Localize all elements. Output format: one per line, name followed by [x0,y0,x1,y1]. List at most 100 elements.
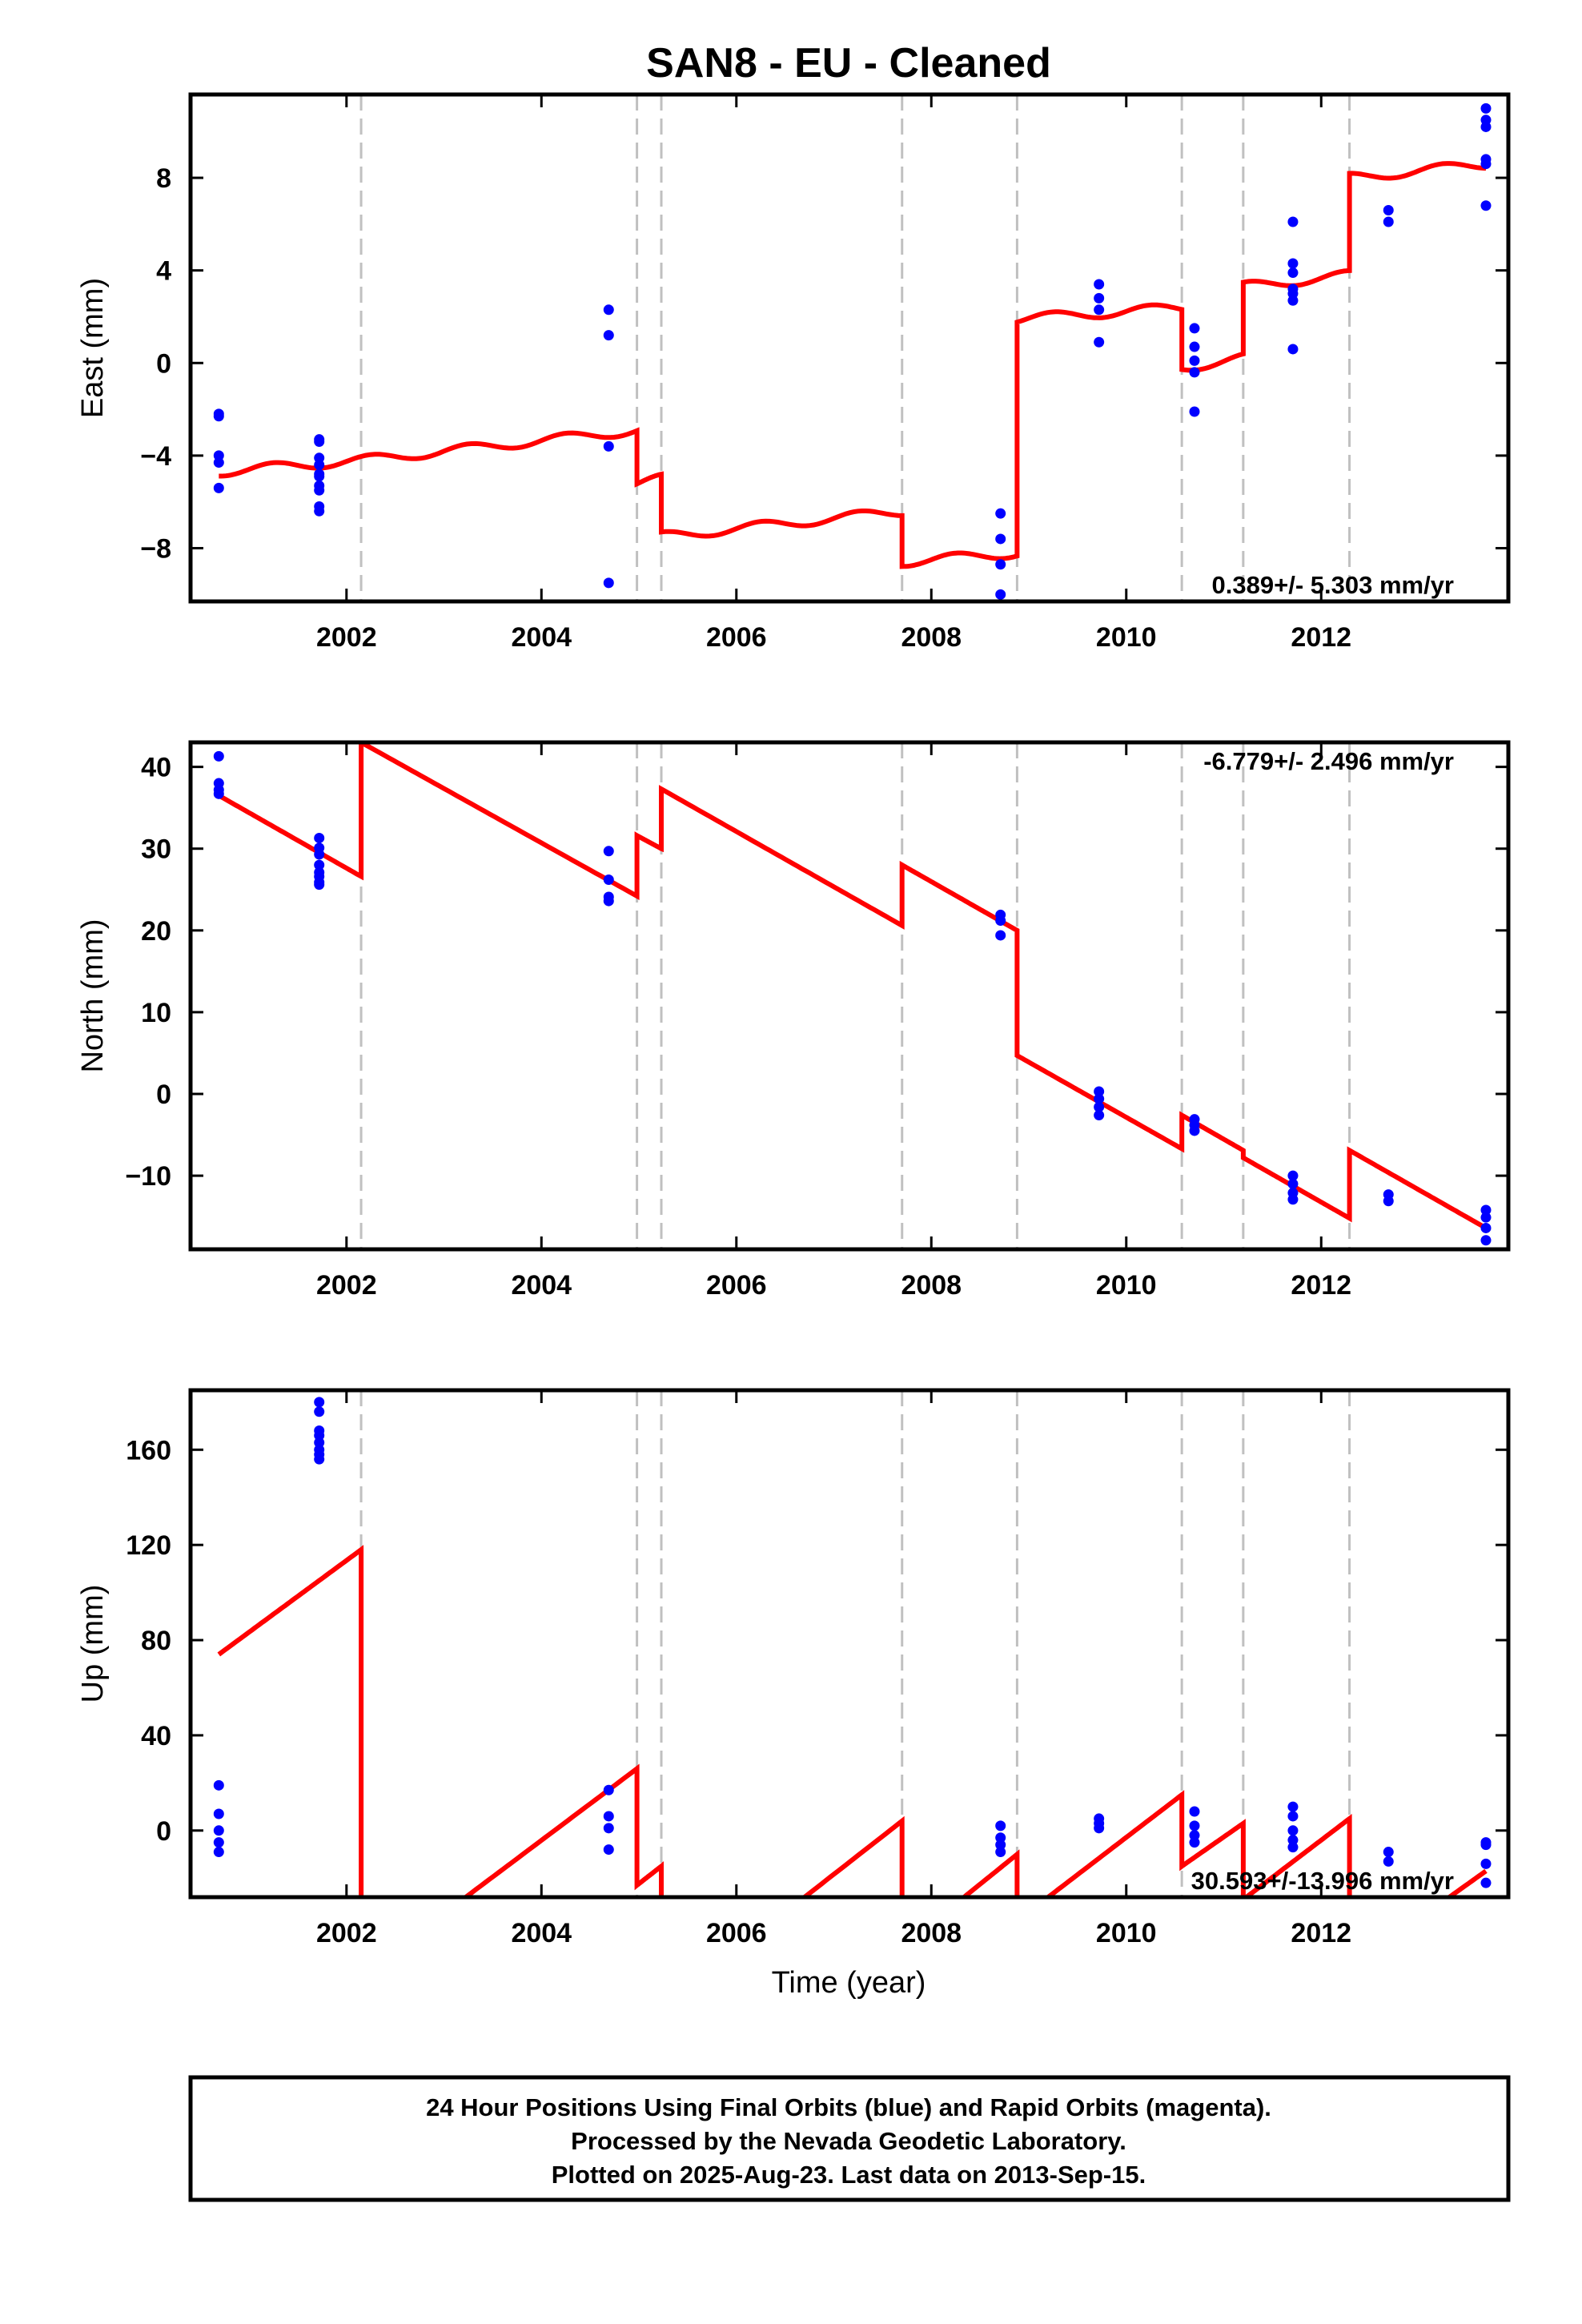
y-axis-label: Up (mm) [76,1585,110,1703]
data-point [995,915,1006,927]
data-point [995,589,1006,600]
data-point [314,505,325,517]
data-point [603,304,614,316]
data-point [314,1429,325,1441]
model-line [217,742,1488,1231]
x-tick-label: 2010 [1096,622,1157,653]
data-point [314,859,325,870]
rate-label: 30.593+/-13.996 mm/yr [1191,1867,1454,1895]
data-point [1287,267,1299,279]
data-point [213,750,224,762]
data-point [314,849,325,860]
plot-frame [188,92,1511,604]
x-tick-label: 2012 [1291,622,1351,653]
data-point [1189,1837,1200,1848]
data-point [1287,295,1299,306]
data-point [995,559,1006,570]
data-point [1287,1842,1299,1853]
data-point [995,533,1006,545]
data-point [1480,1858,1492,1869]
data-point [213,1837,224,1848]
data-point [1189,367,1200,378]
y-tick-label: −10 [125,1161,171,1192]
model-line [217,1545,1488,1897]
data-point [1383,1196,1394,1207]
data-point [213,1847,224,1858]
data-point [1287,1811,1299,1822]
data-point [603,440,614,452]
x-tick-label: 2004 [511,622,572,653]
y-tick-label: 160 [126,1435,171,1466]
data-point [213,482,224,493]
chart-title: SAN8 - EU - Cleaned [646,40,1051,86]
data-point [1480,200,1492,211]
y-tick-label: 40 [141,1721,171,1751]
data-point [1383,1856,1394,1867]
x-tick-label: 2002 [316,1918,377,1948]
data-point [1480,1235,1492,1246]
y-tick-label: 120 [126,1530,171,1561]
data-point [1189,1806,1200,1817]
data-point [1094,1086,1105,1097]
footer-box: 24 Hour Positions Using Final Orbits (bl… [188,2075,1511,2202]
y-axis-label: East (mm) [76,278,110,418]
data-point [314,1454,325,1465]
data-point [1189,406,1200,417]
data-point [1287,216,1299,227]
y-tick-label: 0 [156,1080,171,1110]
y-tick-label: 0 [156,1816,171,1847]
data-point [995,930,1006,941]
data-point [1287,1194,1299,1205]
x-tick-label: 2004 [511,1918,572,1948]
x-tick-label: 2012 [1291,1270,1351,1301]
data-point [1480,1212,1492,1223]
data-point [314,459,325,470]
y-axis-label: North (mm) [76,919,110,1072]
y-tick-label: 30 [141,834,171,865]
panel-east: 2002 2004 2006 2008 2010 2012 −8 −4 0 4 8 East (mm)… [76,92,1511,653]
x-tick-label: 2006 [706,622,767,653]
data-point [995,508,1006,519]
x-tick-label: 2012 [1291,1918,1351,1948]
x-tick-label: 2002 [316,1270,377,1301]
data-point [603,895,614,907]
data-point [603,875,614,886]
data-point [1287,1170,1299,1181]
data-point [213,1825,224,1836]
data-point [213,1808,224,1819]
x-tick-label: 2008 [901,1918,962,1948]
y-tick-label: −8 [140,534,171,565]
data-point [1383,216,1394,227]
data-point [995,1839,1006,1851]
data-point [1094,1823,1105,1834]
data-point [1480,103,1492,114]
plot-frame [188,1388,1511,1900]
data-point [1094,304,1105,316]
rate-label: -6.779+/- 2.496 mm/yr [1203,747,1454,775]
data-point [1287,344,1299,355]
rate-label: 0.389+/- 5.303 mm/yr [1212,571,1454,599]
data-point [1287,258,1299,269]
footer-line-1: 24 Hour Positions Using Final Orbits (bl… [426,2093,1271,2121]
y-tick-label: 80 [141,1626,171,1656]
data-point [1287,1178,1299,1189]
footer-line-3: Plotted on 2025-Aug-23. Last data on 201… [552,2161,1146,2189]
data-point [603,577,614,589]
y-tick-label: 4 [156,256,171,287]
data-point [1189,1830,1200,1841]
y-tick-label: 0 [156,348,171,379]
y-tick-label: −4 [140,441,171,472]
data-point [1094,336,1105,348]
x-tick-label: 2010 [1096,1270,1157,1301]
data-point [1189,341,1200,352]
data-point [213,788,224,799]
x-tick-label: 2008 [901,622,962,653]
panel-north: 2002 2004 2006 2008 2010 2012 −10 0 10 20 30 40 Nort… [76,740,1511,1301]
data-point [213,457,224,468]
data-point [314,1397,325,1408]
data-point [603,846,614,857]
data-point [1094,1110,1105,1121]
data-point [603,330,614,341]
data-point [314,436,325,448]
